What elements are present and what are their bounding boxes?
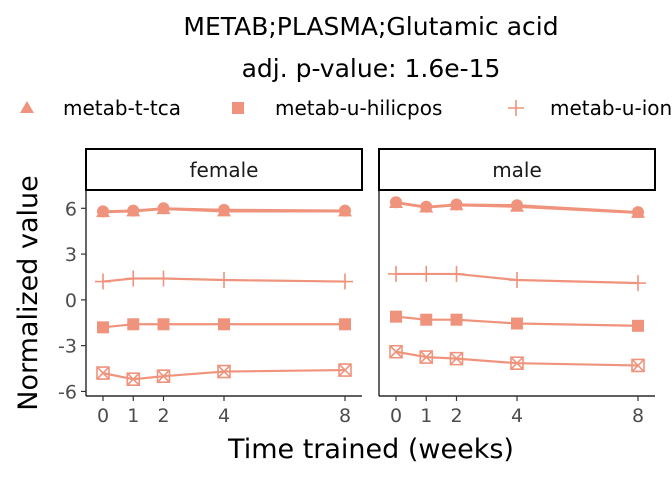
data-point-square — [632, 319, 644, 332]
data-point-plus — [95, 273, 111, 290]
data-point-triangle — [419, 200, 434, 213]
data-point-square-x — [419, 350, 434, 364]
data-point-square-x — [338, 363, 352, 377]
data-point-square-x — [217, 364, 231, 379]
facet-label: female — [190, 158, 259, 182]
data-point-triangle — [449, 198, 464, 211]
data-point-plus — [155, 270, 172, 287]
data-point-plus — [448, 265, 465, 282]
legend: metab-t-tca metab-u-hilicpos metab-u-ionpn… — [20, 96, 672, 120]
data-point-square — [420, 313, 433, 326]
data-point-plus — [418, 265, 435, 282]
data-point-triangle — [96, 205, 110, 218]
legend-label: metab-u-ionpneg — [550, 96, 672, 120]
x-tick-label: 2 — [157, 405, 169, 427]
y-tick-label: -6 — [58, 381, 77, 403]
chart-subtitle: adj. p-value: 1.6e-15 — [242, 54, 501, 83]
panel-female: female 0 1 2 4 8 — [85, 148, 363, 427]
data-point-plus — [630, 275, 646, 292]
data-point-triangle — [510, 199, 524, 212]
data-point-square — [218, 318, 230, 331]
x-tick-label: 8 — [339, 405, 351, 427]
y-axis: -6 -3 0 3 6 — [58, 198, 86, 403]
legend-key-square — [232, 102, 244, 114]
data-point-square-x — [126, 372, 141, 387]
y-tick-label: 0 — [65, 290, 77, 312]
x-tick-label: 4 — [511, 405, 523, 427]
x-axis-title: Time trained (weeks) — [227, 434, 514, 465]
y-tick-label: -3 — [58, 336, 77, 358]
y-tick-label: 6 — [65, 198, 77, 220]
data-point-square-x — [449, 351, 464, 366]
data-point-square — [97, 321, 109, 334]
y-tick-label: 3 — [65, 244, 77, 266]
data-point-triangle — [156, 202, 171, 215]
x-tick-label: 1 — [127, 405, 139, 427]
facet-label: male — [492, 158, 542, 182]
data-point-square-x — [631, 358, 645, 373]
data-point-plus — [388, 265, 404, 282]
legend-key-plus — [508, 100, 524, 116]
x-tick-label: 0 — [390, 405, 402, 427]
data-point-plus — [216, 272, 232, 289]
legend-label: metab-t-tca — [63, 96, 181, 120]
data-point-square-x — [389, 344, 403, 359]
data-point-plus — [509, 272, 525, 289]
x-tick-label: 0 — [97, 405, 109, 427]
y-axis-title: Normalized value — [13, 175, 44, 410]
data-point-square-x — [96, 366, 110, 380]
data-point-square — [390, 310, 402, 323]
facet-strip — [378, 148, 656, 191]
data-point-triangle — [389, 195, 403, 208]
data-point-square-x — [156, 369, 171, 383]
legend-key-triangle — [20, 101, 34, 113]
data-point-triangle — [631, 205, 645, 218]
chart-title: METAB;PLASMA;Glutamic acid — [183, 12, 558, 41]
panel-male: male 0 1 2 4 8 — [378, 148, 656, 427]
legend-label: metab-u-hilicpos — [275, 96, 442, 120]
x-tick-label: 4 — [218, 405, 230, 427]
x-tick-label: 1 — [420, 405, 432, 427]
data-point-square — [339, 318, 351, 331]
data-point-square — [157, 318, 170, 331]
data-point-square-x — [510, 356, 524, 370]
data-point-plus — [125, 270, 142, 287]
facet-strip — [85, 148, 363, 191]
data-point-triangle — [217, 204, 231, 217]
data-point-square — [450, 313, 463, 326]
x-tick-label: 2 — [450, 405, 462, 427]
data-point-square — [127, 318, 140, 331]
data-point-plus — [337, 273, 353, 290]
data-point-triangle — [126, 204, 141, 217]
x-tick-label: 8 — [632, 405, 644, 427]
data-point-triangle — [338, 204, 352, 217]
data-point-square — [511, 317, 523, 330]
